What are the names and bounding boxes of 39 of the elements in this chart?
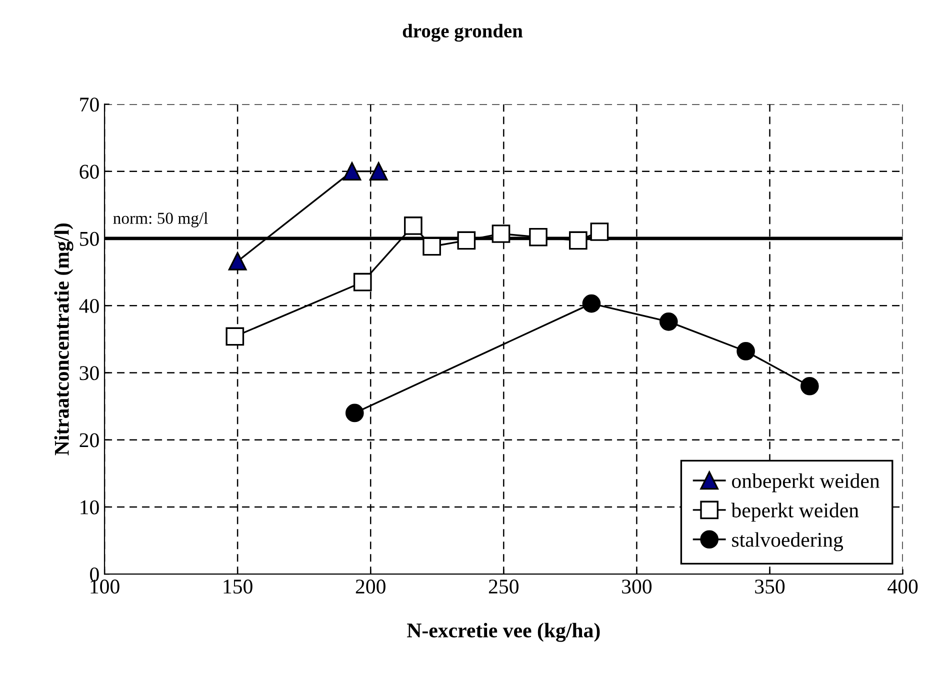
point	[345, 404, 364, 422]
point	[342, 162, 362, 180]
point	[226, 327, 244, 346]
y-tick-label: 30	[80, 366, 99, 380]
x-tick-label: 400	[888, 580, 918, 594]
x-tick-label: 150	[224, 580, 252, 594]
point	[736, 342, 755, 360]
ref-line-label: norm: 50 mg/l	[113, 212, 208, 228]
y-tick-label: 60	[80, 164, 99, 179]
point	[590, 222, 609, 241]
y-axis-title: Nitraatconcentratie (mg/l)	[54, 223, 74, 456]
point	[582, 294, 601, 313]
x-tick-label: 250	[488, 580, 518, 594]
point	[800, 376, 819, 396]
legend-label: onbeperkt weiden	[732, 473, 880, 492]
point	[457, 231, 476, 250]
y-tick-label: 10	[80, 500, 99, 514]
point	[228, 252, 247, 270]
x-tick-label: 100	[90, 580, 120, 594]
legend-label: beperkt weiden	[731, 502, 859, 522]
y-tick-label: 50	[80, 232, 99, 246]
point	[422, 237, 441, 256]
point	[569, 231, 588, 250]
point	[529, 228, 548, 246]
x-axis-title: N-excretie vee (kg/ha)	[407, 622, 600, 642]
y-tick-label: 20	[80, 433, 99, 448]
point	[659, 312, 678, 331]
point	[369, 162, 388, 180]
point	[353, 272, 372, 292]
y-tick-label: 70	[80, 98, 99, 112]
y-tick-label: 40	[79, 298, 99, 314]
point	[404, 216, 422, 235]
legend-label: stalvoedering	[732, 532, 844, 552]
y-tick-label: 0	[90, 567, 99, 582]
x-tick-label: 300	[622, 580, 652, 594]
chart-title: droge gronden	[402, 24, 523, 42]
x-tick-label: 200	[356, 580, 386, 594]
point	[492, 224, 510, 243]
x-tick-label: 350	[755, 580, 785, 594]
